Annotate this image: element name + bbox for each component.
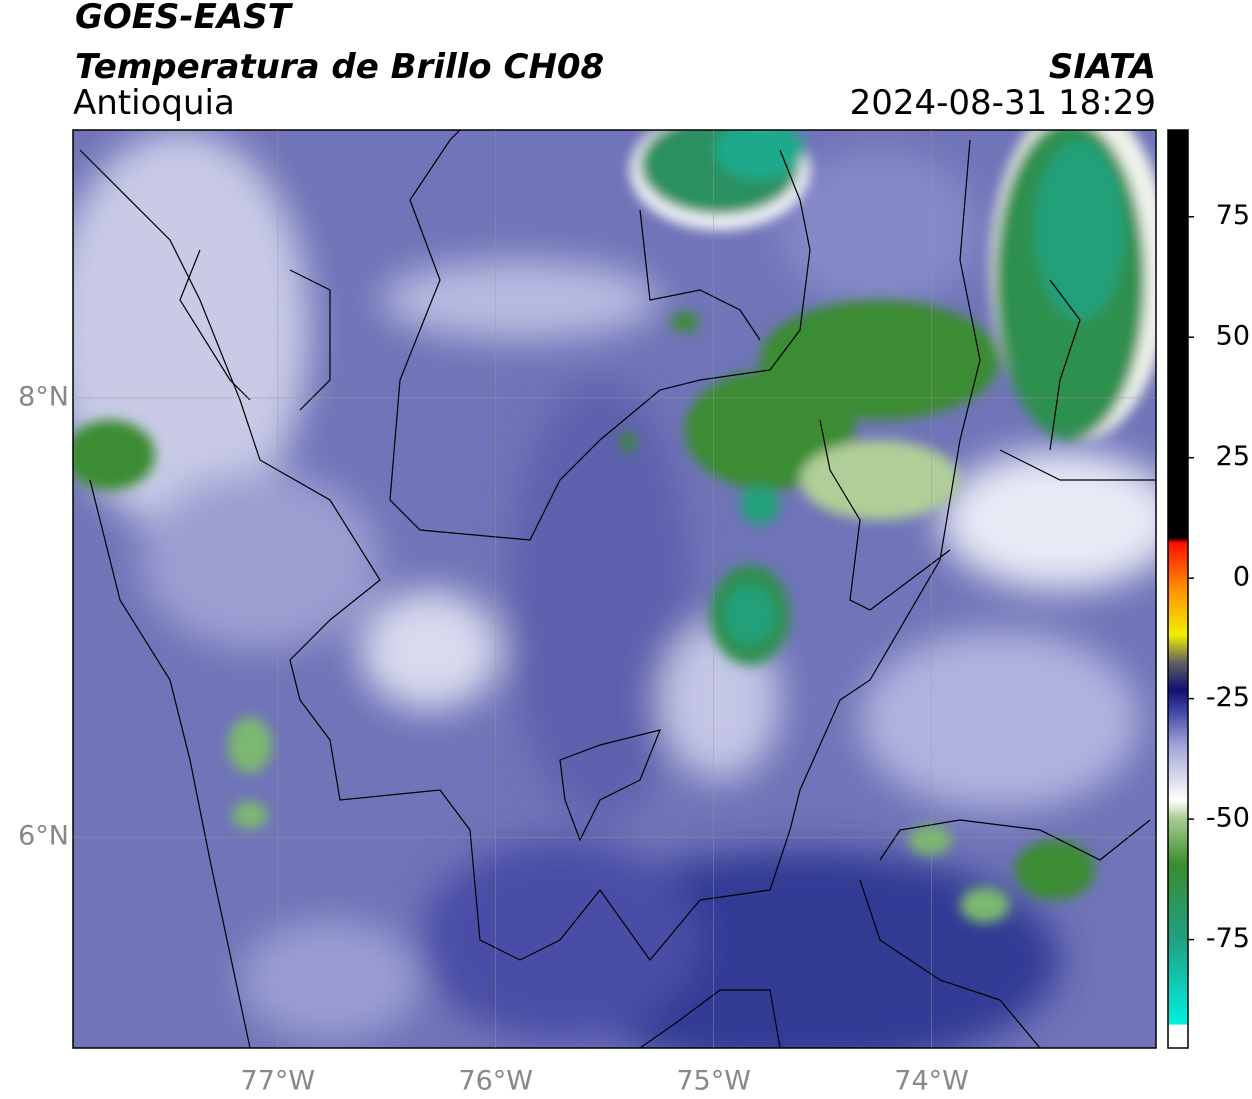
colorbar-tick-label: -75 [1206, 923, 1250, 954]
colorbar-tick-label: 25 [1216, 441, 1250, 472]
satellite-image [73, 130, 1156, 1048]
colorbar-tick-label: 0 [1233, 562, 1250, 593]
colorbar-tick-label: -50 [1206, 803, 1250, 834]
colorbar [1167, 129, 1189, 1049]
x-tick-label: 77°W [241, 1066, 316, 1097]
x-tick-label: 75°W [676, 1066, 751, 1097]
subtitle: Temperatura de Brillo CH08 [75, 47, 604, 87]
y-tick-label: 6°N [18, 821, 69, 852]
title: GOES-EAST [75, 0, 294, 37]
y-tick-label: 8°N [18, 381, 69, 412]
source: SIATA [1049, 47, 1156, 87]
datetime: 2024-08-31 18:29 [850, 83, 1156, 123]
x-tick-label: 74°W [894, 1066, 969, 1097]
colorbar-tick-label: 75 [1216, 200, 1250, 231]
colorbar-tick-label: 50 [1216, 321, 1250, 352]
map-frame [72, 129, 1157, 1049]
region: Antioquia [73, 83, 235, 123]
x-tick-label: 76°W [458, 1066, 533, 1097]
colorbar-tick-label: -25 [1206, 682, 1250, 713]
